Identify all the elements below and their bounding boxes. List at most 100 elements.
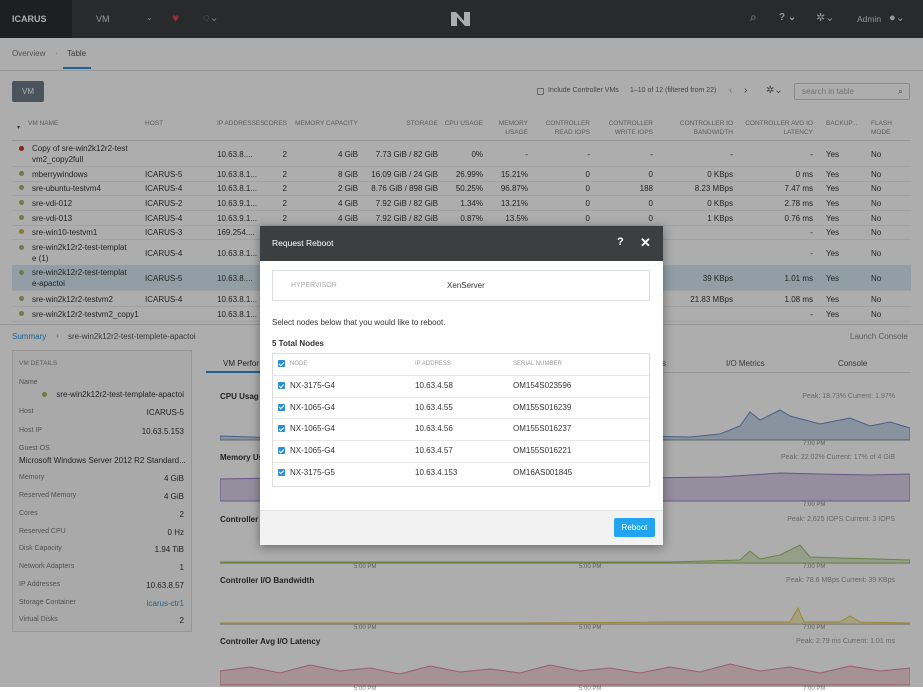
dialog-title: Request Reboot xyxy=(272,238,334,248)
vm-name[interactable]: sre-ubuntu-testvm4 xyxy=(32,184,101,193)
performance-tab[interactable]: s xyxy=(662,359,666,368)
search-input[interactable]: search in table xyxy=(794,83,910,100)
table-settings[interactable]: ✲⌄ xyxy=(766,85,783,96)
node-cell: 10.63.4.57 xyxy=(415,446,453,456)
cell: 0 ms xyxy=(795,170,813,179)
reboot-button[interactable]: Reboot xyxy=(614,518,655,537)
column-header[interactable]: BACKUP... xyxy=(826,120,858,127)
column-header[interactable]: CORES xyxy=(263,120,287,127)
detail-value[interactable]: icarus-ctr1 xyxy=(146,599,184,608)
cell: No xyxy=(871,150,882,159)
launch-console[interactable]: Launch Console xyxy=(850,332,908,341)
column-header[interactable]: MEMORY CAPACITY xyxy=(295,120,358,127)
search-icon[interactable]: ⌕ xyxy=(750,10,757,24)
column-header[interactable]: FLASH MODE xyxy=(871,120,892,136)
vm-name[interactable]: sre-win2k12r2-test-template (1) xyxy=(32,243,127,263)
status-dot xyxy=(19,296,24,301)
cell: No xyxy=(871,214,882,223)
checkbox[interactable] xyxy=(537,88,544,95)
cell: 10.63.8.1... xyxy=(217,249,258,258)
row-divider xyxy=(273,440,649,442)
cell: 2 xyxy=(282,170,287,179)
vm-name[interactable]: sre-vdi-013 xyxy=(32,214,73,223)
tab[interactable]: Table xyxy=(67,49,87,58)
user-icon[interactable]: ●⌄ xyxy=(889,12,905,24)
time-label: 5:00 PM xyxy=(354,625,377,631)
cell: - xyxy=(810,249,813,258)
cell: 10.63.9.1... xyxy=(217,214,258,223)
cell: 1.01 ms xyxy=(784,274,813,283)
time-label: 7:00 PM xyxy=(803,502,826,508)
alerts-icon[interactable]: ◌⌄ xyxy=(203,12,219,24)
sparkline-area xyxy=(220,663,910,686)
performance-tab[interactable]: VM Perfor xyxy=(223,359,260,368)
column-header[interactable]: IP ADDRESSES xyxy=(217,120,265,127)
detail-value: 2 xyxy=(179,616,184,625)
dialog-help[interactable]: ? xyxy=(617,236,624,248)
column-header[interactable]: HOST xyxy=(145,120,164,127)
menu-caret[interactable]: ⌄ xyxy=(146,13,153,22)
help-icon[interactable]: ? ⌄ xyxy=(779,12,797,23)
performance-tab[interactable]: I/O Metrics xyxy=(726,359,765,368)
cell: 2.78 ms xyxy=(784,199,813,208)
column-header[interactable]: MEMORY USAGE xyxy=(498,120,528,136)
breadcrumb-link[interactable]: Summary xyxy=(12,332,47,341)
brand[interactable]: ICARUS xyxy=(12,14,47,24)
vm-name[interactable]: sre-win2k12r2-test-template-apactoi xyxy=(32,268,127,288)
search-icon[interactable]: ⌕ xyxy=(898,86,904,96)
vm-button[interactable]: VM xyxy=(12,81,44,102)
cell: 10.63.8.1... xyxy=(217,170,258,179)
chart-title: Memory Us xyxy=(220,453,264,462)
time-label: 7:00 PM xyxy=(803,441,826,447)
user[interactable]: Admin xyxy=(857,14,882,24)
settings-icon[interactable]: ✲⌄ xyxy=(816,12,835,24)
column-header[interactable]: CPU USAGE xyxy=(444,120,483,127)
health-icon[interactable]: ♥ xyxy=(172,11,180,25)
cell: 7.73 GiB / 82 GiB xyxy=(375,150,438,159)
dialog-close[interactable]: ✕ xyxy=(640,235,651,250)
performance-tab[interactable]: Console xyxy=(838,359,868,368)
vm-name[interactable]: Copy of sre-win2k12r2-testvm2_copy2full xyxy=(32,144,128,164)
node-checkbox[interactable] xyxy=(278,447,285,455)
vm-name[interactable]: sre-win2k12r2-testvm2 xyxy=(32,295,113,304)
cell: - xyxy=(650,150,653,159)
vm-name[interactable]: sre-vdi-012 xyxy=(32,199,73,208)
cell: - xyxy=(810,310,813,319)
node-checkbox[interactable] xyxy=(278,425,285,433)
column-header[interactable]: STORAGE xyxy=(406,120,438,127)
prev-page[interactable]: ‹ xyxy=(729,85,733,96)
cell: 4 GiB xyxy=(337,214,358,223)
checkbox-label[interactable]: Include Controller VMs xyxy=(548,87,619,94)
detail-value: 1.94 TiB xyxy=(154,545,184,554)
column-header[interactable]: CONTROLLER IO BANDWIDTH xyxy=(679,120,733,136)
cell: 10.63.8.1... xyxy=(217,295,258,304)
node-checkbox[interactable] xyxy=(278,382,285,389)
sort-indicator[interactable]: ▾ xyxy=(17,125,21,131)
tab-underline xyxy=(63,67,91,69)
pagination: 1–10 of 12 (filtered from 22) xyxy=(630,87,717,94)
vm-name[interactable]: mberrywindows xyxy=(32,170,88,179)
node-checkbox[interactable] xyxy=(278,468,285,476)
vm-name[interactable]: sre-win10-testvm1 xyxy=(32,228,98,237)
node-checkbox[interactable] xyxy=(278,403,285,411)
cell: 188 xyxy=(639,184,653,193)
cell: ICARUS-3 xyxy=(145,228,183,237)
next-page[interactable]: › xyxy=(744,85,748,96)
cell: 4 GiB xyxy=(337,150,358,159)
detail-value: 10.63.5.153 xyxy=(141,427,184,436)
cell: 0 KBps xyxy=(707,199,733,208)
column-header[interactable]: CONTROLLER AVG IO LATENCY xyxy=(745,120,813,136)
cell: Yes xyxy=(826,214,840,223)
tab[interactable]: Overview xyxy=(12,49,46,58)
time-label: 7:00 PM xyxy=(803,564,826,570)
menu[interactable]: VM xyxy=(96,14,110,24)
column-header[interactable]: CONTROLLER READ IOPS xyxy=(545,120,590,136)
column-header[interactable]: CONTROLLER WRITE IOPS xyxy=(608,120,653,136)
vm-name[interactable]: sre-win2k12r2-testvm2_copy1 xyxy=(32,310,139,319)
cell: No xyxy=(871,199,882,208)
cell: No xyxy=(871,184,882,193)
detail-label: Network Adapters xyxy=(19,563,75,570)
detail-label: Host xyxy=(19,408,34,415)
column-header[interactable]: VM NAME xyxy=(28,120,59,127)
detail-label: Host IP xyxy=(19,427,42,434)
